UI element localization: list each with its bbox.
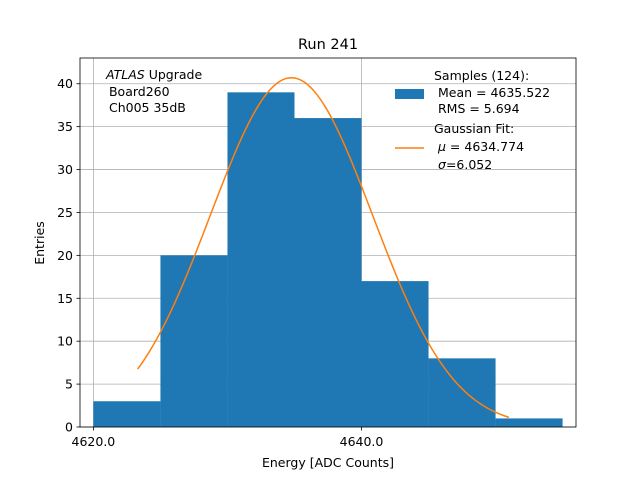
- y-axis-label: Entries: [32, 221, 47, 265]
- histogram-bar-5: [428, 358, 496, 427]
- y-tick-label: 35: [57, 119, 73, 134]
- gaussian-fit-line: [137, 77, 510, 419]
- axis-ticks: 0 5 10 15 20 25 30 35 40 4620.0 4640.0: [57, 76, 383, 449]
- svg-text:σ=6.052: σ=6.052: [438, 157, 492, 172]
- atlas-annotation: ATLAS Upgrade Board260 Ch005 35dB: [105, 67, 202, 115]
- channel-label: Ch005 35dB: [105, 100, 186, 115]
- atlas-upgrade-label: Upgrade: [145, 67, 203, 82]
- legend-samples-title: Samples (124):: [434, 68, 529, 83]
- y-tick-label: 15: [57, 291, 73, 306]
- legend-samples-swatch: [395, 89, 424, 99]
- y-tick-label: 25: [57, 205, 73, 220]
- legend-fit-title: Gaussian Fit:: [434, 121, 514, 136]
- legend: Samples (124): Mean = 4635.522 RMS = 5.6…: [395, 68, 550, 172]
- legend-fit-mu-value: = 4634.774: [446, 139, 524, 154]
- legend-samples-rms: RMS = 5.694: [434, 101, 520, 116]
- histogram-bars: [93, 92, 563, 428]
- y-tick-label: 5: [65, 377, 73, 392]
- legend-fit-mu-symbol: μ: [437, 139, 446, 154]
- chart-title: Run 241: [298, 37, 358, 53]
- y-tick-label: 40: [57, 76, 73, 91]
- histogram-bar-1: [160, 255, 228, 427]
- plot-frame: [79, 57, 577, 428]
- x-tick-label: 4620.0: [72, 434, 116, 449]
- y-tick-label: 30: [57, 162, 73, 177]
- histogram-bar-2: [227, 92, 295, 427]
- histogram-bar-6: [495, 418, 563, 427]
- histogram-bar-4: [361, 281, 429, 427]
- x-tick-label: 4640.0: [340, 434, 384, 449]
- histogram-bar-3: [294, 118, 362, 428]
- legend-fit-sigma-symbol: σ: [438, 157, 447, 172]
- y-tick-label: 10: [57, 334, 73, 349]
- atlas-label: ATLAS: [105, 67, 145, 82]
- histogram-bar-0: [93, 401, 161, 427]
- y-tick-label: 20: [57, 248, 73, 263]
- legend-samples-mean: Mean = 4635.522: [434, 85, 550, 100]
- legend-fit-sigma-value: =6.052: [446, 157, 492, 172]
- board-label: Board260: [105, 84, 170, 99]
- y-tick-label: 0: [65, 420, 73, 435]
- svg-text:μ = 4634.774: μ = 4634.774: [437, 139, 524, 154]
- svg-text:ATLAS Upgrade: ATLAS Upgrade: [105, 67, 202, 82]
- x-axis-label: Energy [ADC Counts]: [262, 455, 394, 470]
